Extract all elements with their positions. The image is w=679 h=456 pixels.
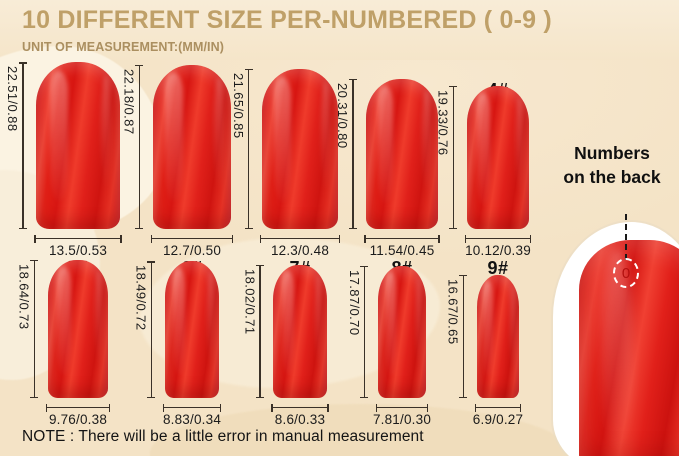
nail-size-cell: 7#: [245, 258, 355, 278]
nail-shape: [476, 274, 520, 398]
length-dimension-label: 20.31/0.80: [335, 82, 351, 149]
nail-size-cell: 8#: [347, 258, 457, 278]
nail-gloss-surface: [152, 64, 232, 229]
length-dimension-label: 21.65/0.85: [230, 72, 246, 139]
width-dimension-line: [464, 233, 532, 245]
nail-shape: [261, 68, 339, 229]
width-dimension-label: 11.54/0.45: [369, 243, 435, 258]
dashed-highlight-circle-icon: [613, 258, 639, 288]
nail-shape: [466, 85, 530, 229]
width-dimension-line: [259, 233, 341, 245]
nail-shape: [377, 265, 427, 398]
length-dimension-line: [254, 264, 266, 399]
length-dimension-line: [146, 261, 158, 398]
nail-gloss-surface: [377, 265, 427, 398]
width-dimension-line: [45, 402, 111, 414]
nail-shape: [36, 62, 120, 229]
length-dimension-line: [243, 68, 255, 230]
length-dimension-label: 22.18/0.87: [121, 68, 137, 135]
callout-leader-line: [625, 214, 627, 260]
nail-size-cell: 4#: [443, 80, 553, 100]
width-dimension-label: 6.9/0.27: [472, 412, 524, 427]
measurement-note: NOTE : There will be a little error in m…: [22, 428, 424, 445]
width-dimension-label: 8.83/0.34: [162, 412, 222, 427]
length-dimension-line: [448, 85, 460, 230]
nail-shape: [47, 260, 109, 398]
width-dimension-label: 7.81/0.30: [372, 412, 432, 427]
callout-line-2: on the back: [563, 166, 661, 187]
length-dimension-label: 18.02/0.71: [242, 268, 258, 335]
length-dimension-line: [29, 260, 41, 398]
nail-size-label: 9#: [487, 258, 509, 278]
width-dimension-label: 12.3/0.48: [270, 243, 330, 258]
width-dimension-line: [271, 402, 329, 414]
nail-gloss-surface: [273, 264, 327, 398]
length-dimension-label: 16.67/0.65: [445, 278, 461, 345]
length-dimension-line: [134, 64, 146, 230]
numbers-on-back-callout: Numbers on the back: [548, 142, 676, 189]
page-title: 10 DIFFERENT SIZE PER-NUMBERED ( 0-9 ): [22, 6, 552, 34]
length-dimension-label: 22.51/0.88: [5, 66, 21, 132]
width-dimension-line: [474, 402, 522, 414]
nail-gloss-surface: [261, 68, 339, 229]
nail-shape: [273, 264, 327, 398]
nail-size-cell: 6#: [137, 258, 247, 278]
width-dimension-label: 9.76/0.38: [48, 412, 108, 427]
width-dimension-line: [375, 402, 429, 414]
width-dimension-label: 10.12/0.39: [465, 243, 531, 258]
width-dimension-line: [34, 233, 122, 245]
length-dimension-line: [347, 78, 359, 230]
width-dimension-label: 8.6/0.33: [274, 412, 326, 427]
nail-gloss-surface: [476, 274, 520, 398]
unit-subtitle: UNIT OF MEASUREMENT:(MM/IN): [22, 40, 224, 54]
nail-gloss-surface: [466, 85, 530, 229]
callout-line-1: Numbers: [574, 143, 650, 163]
nail-shape: [152, 64, 232, 229]
width-dimension-line: [150, 233, 234, 245]
length-dimension-line: [458, 274, 470, 399]
width-dimension-label: 12.7/0.50: [162, 243, 222, 258]
width-dimension-line: [162, 402, 222, 414]
width-dimension-line: [364, 233, 440, 245]
width-dimension-label: 13.5/0.53: [48, 243, 108, 258]
nail-size-cell: 9#: [443, 258, 553, 278]
nail-size-cell: 5#: [23, 258, 133, 278]
length-dimension-line: [359, 265, 371, 399]
nail-gloss-surface: [366, 78, 438, 229]
length-dimension-label: 19.33/0.76: [435, 89, 451, 156]
length-dimension-label: 18.64/0.73: [16, 264, 32, 330]
nail-gloss-surface: [47, 260, 109, 398]
nail-gloss-surface: [36, 62, 120, 229]
nail-gloss-surface: [164, 261, 220, 398]
large-nail-sample: [579, 240, 679, 456]
length-dimension-label: 18.49/0.72: [133, 265, 149, 331]
length-dimension-label: 17.87/0.70: [346, 269, 362, 336]
nail-shape: [366, 78, 438, 229]
length-dimension-line: [17, 62, 29, 229]
nail-shape: [164, 261, 220, 398]
back-number-label: 0: [621, 264, 631, 282]
